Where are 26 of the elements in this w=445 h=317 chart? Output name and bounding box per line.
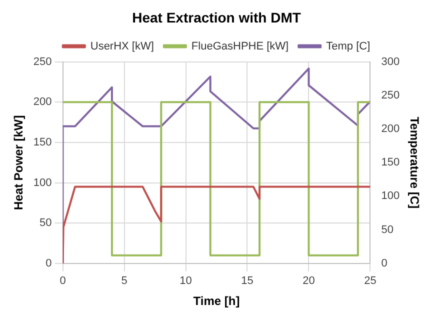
legend-label: FlueGasHPHE [kW] (191, 40, 289, 52)
chart-title: Heat Extraction with DMT (132, 9, 302, 26)
y-tick-label: 250 (33, 56, 52, 68)
y2-tick-label: 250 (381, 89, 400, 102)
y-tick-label: 0 (46, 257, 52, 270)
x-tick-label: 25 (364, 275, 376, 288)
y2-tick-label: 100 (381, 190, 400, 202)
y2-tick-label: 200 (381, 123, 400, 136)
x-tick-label: 20 (302, 275, 315, 288)
y-tick-label: 150 (33, 136, 52, 148)
x-axis-title: Time [h] (193, 294, 240, 308)
y2-tick-label: 0 (381, 257, 388, 270)
y2-tick-label: 50 (381, 224, 394, 236)
y-axis-title: Heat Power [kW] (12, 115, 26, 210)
x-tick-label: 10 (180, 275, 192, 288)
y2-tick-label: 150 (381, 156, 400, 169)
y-tick-label: 200 (33, 96, 52, 108)
x-tick-label: 15 (241, 275, 254, 288)
legend-label: Temp [C] (326, 40, 370, 52)
y2-tick-label: 300 (381, 56, 400, 68)
legend-label: UserHX [kW] (90, 40, 154, 52)
x-tick-label: 5 (121, 275, 128, 288)
y-tick-label: 50 (40, 217, 52, 230)
y2-axis-title: Temperature [C] (407, 116, 422, 208)
y-tick-label: 100 (33, 176, 52, 189)
x-tick-label: 0 (60, 275, 66, 288)
